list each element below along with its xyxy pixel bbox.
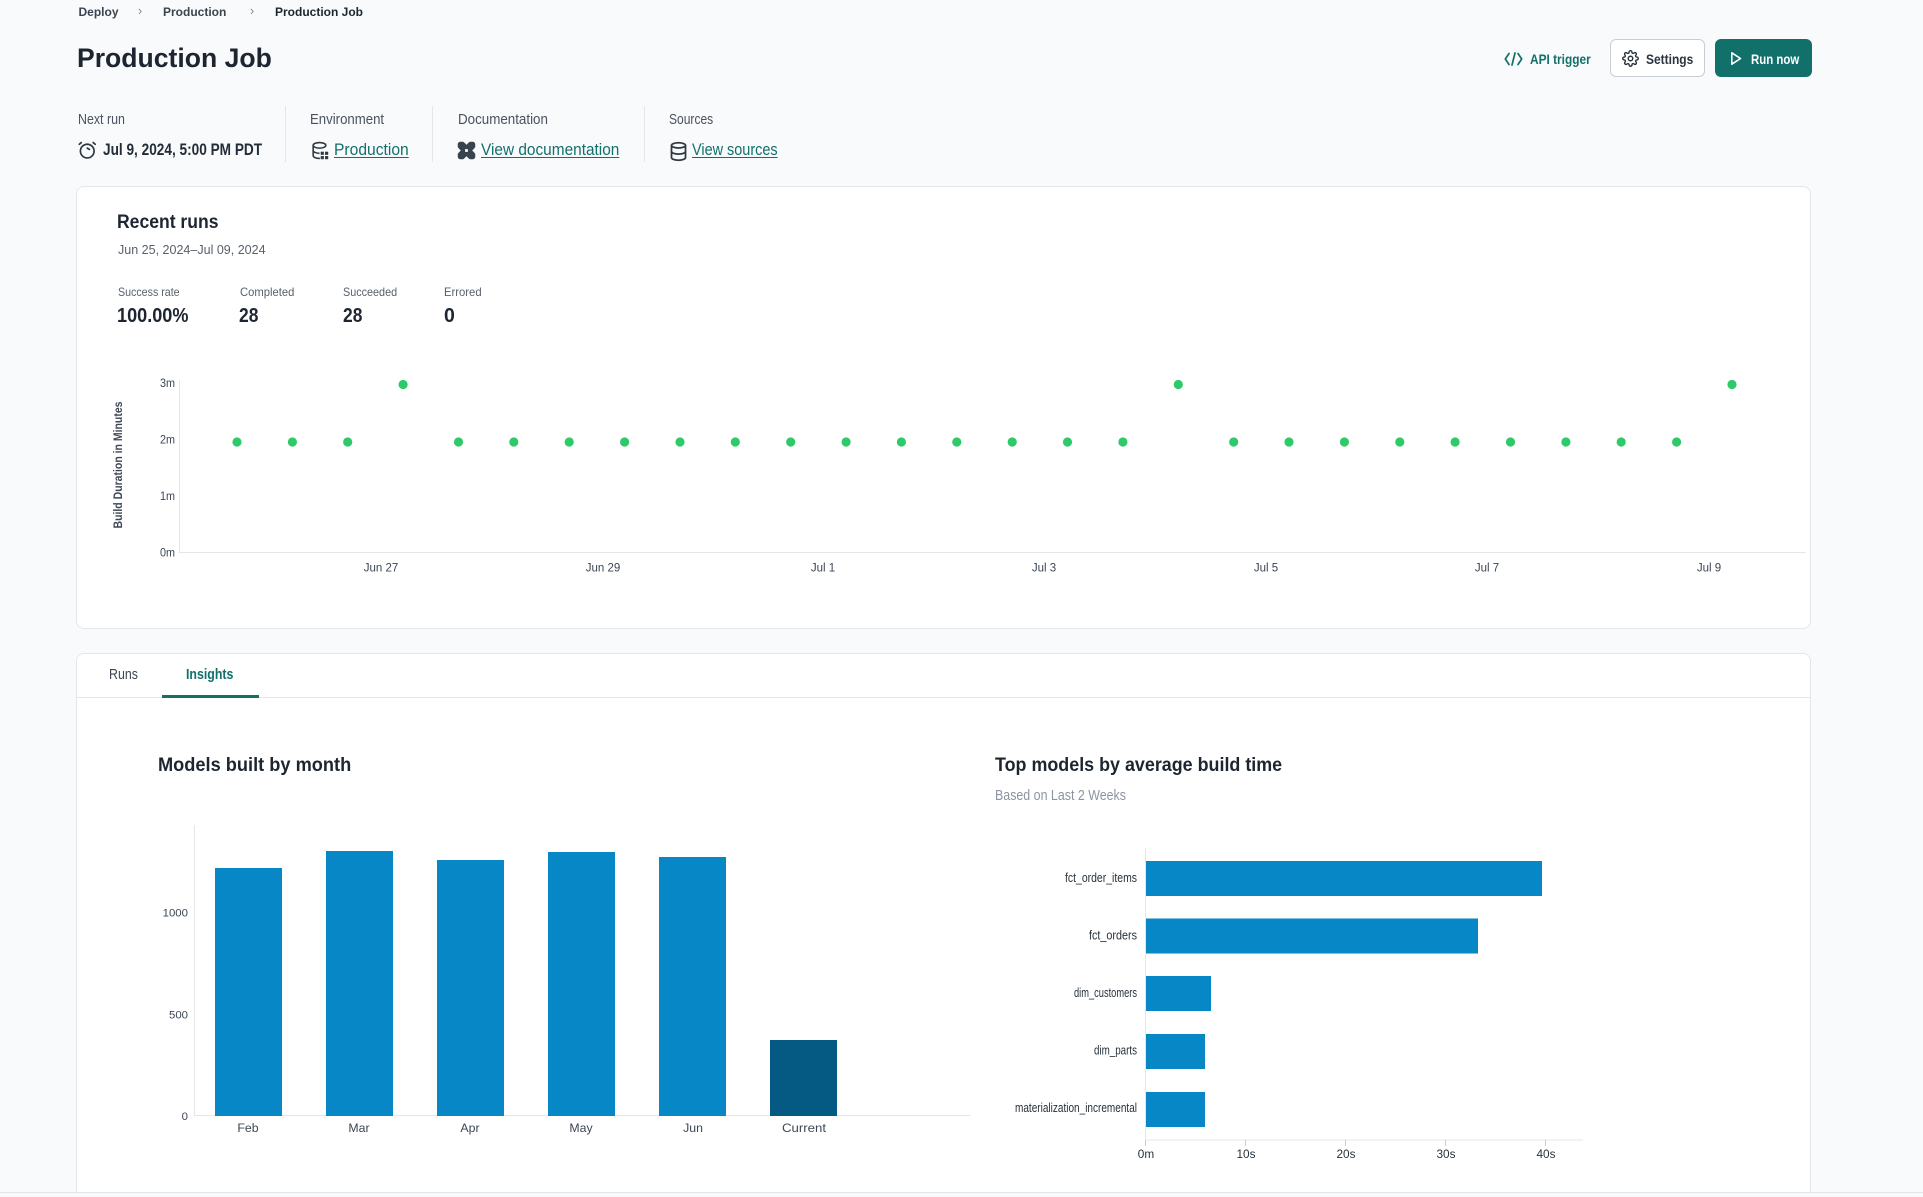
svg-text:1000: 1000: [163, 908, 188, 920]
svg-text:Jun 29: Jun 29: [586, 563, 621, 575]
svg-text:Jul 3: Jul 3: [1032, 563, 1056, 575]
svg-text:May: May: [569, 1121, 593, 1135]
svg-text:Jul 9: Jul 9: [1697, 563, 1721, 575]
svg-text:500: 500: [169, 1010, 188, 1022]
svg-text:dim_customers: dim_customers: [1074, 986, 1137, 1000]
svg-text:40s: 40s: [1536, 1147, 1555, 1161]
svg-text:dim_parts: dim_parts: [1094, 1044, 1137, 1058]
svg-text:Apr: Apr: [460, 1121, 479, 1135]
svg-text:Jul 1: Jul 1: [811, 563, 835, 575]
svg-text:Build Duration in Minutes: Build Duration in Minutes: [113, 402, 125, 529]
svg-text:30s: 30s: [1436, 1147, 1455, 1161]
svg-text:Feb: Feb: [237, 1121, 258, 1135]
svg-text:10s: 10s: [1236, 1147, 1255, 1161]
svg-text:fct_order_items: fct_order_items: [1065, 871, 1137, 885]
svg-text:20s: 20s: [1336, 1147, 1355, 1161]
svg-text:1m: 1m: [160, 491, 175, 503]
svg-text:Jul 7: Jul 7: [1475, 563, 1499, 575]
svg-text:0: 0: [182, 1111, 188, 1123]
svg-text:Jun: Jun: [683, 1121, 703, 1135]
svg-text:0m: 0m: [1138, 1147, 1155, 1161]
svg-text:0m: 0m: [160, 548, 175, 560]
svg-text:3m: 3m: [160, 378, 175, 390]
svg-text:fct_orders: fct_orders: [1089, 929, 1137, 943]
svg-text:Jul 5: Jul 5: [1254, 563, 1278, 575]
svg-text:materialization_incremental: materialization_incremental: [1015, 1101, 1137, 1115]
svg-text:2m: 2m: [160, 435, 175, 447]
svg-text:Mar: Mar: [348, 1121, 369, 1135]
svg-text:Current: Current: [782, 1121, 827, 1135]
svg-text:Jun 27: Jun 27: [364, 563, 399, 575]
